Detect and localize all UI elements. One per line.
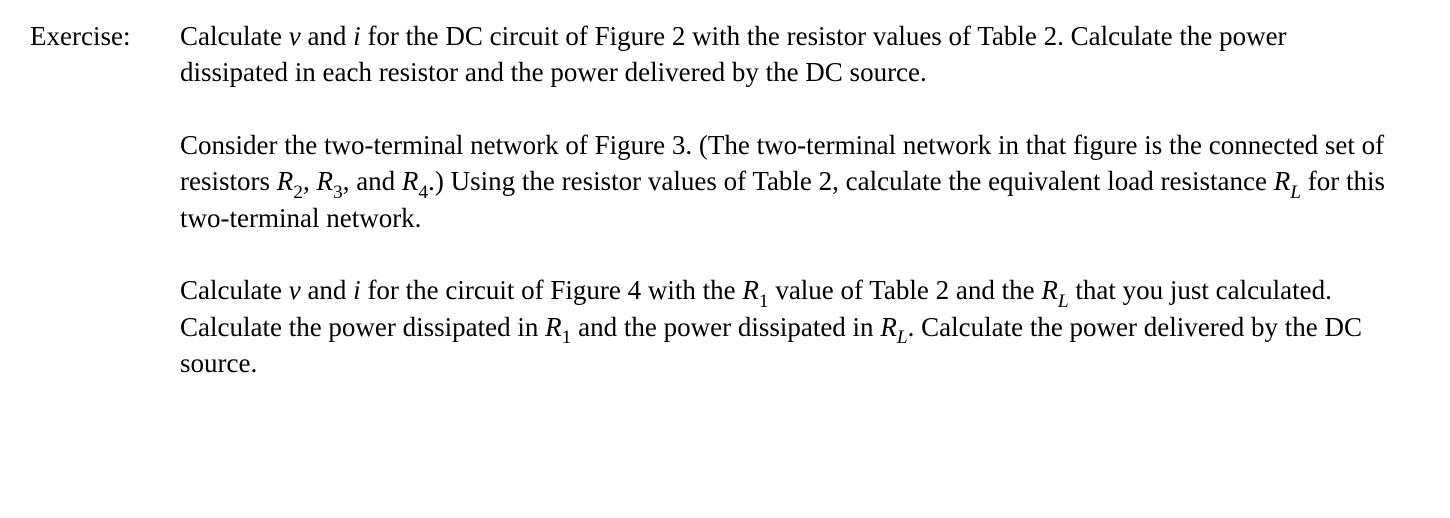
var-RL: R (1041, 275, 1058, 305)
paragraph-2: Consider the two-terminal network of Fig… (180, 127, 1400, 236)
text: , (303, 166, 317, 196)
text: and (301, 21, 353, 51)
exercise-block: Exercise: Calculate v and i for the DC c… (0, 0, 1450, 412)
var-v: v (289, 275, 301, 305)
text: Calculate (180, 21, 289, 51)
subscript-3: 3 (333, 182, 343, 203)
subscript-1: 1 (562, 327, 572, 348)
subscript-L: L (897, 327, 908, 348)
var-R4: R (402, 166, 419, 196)
exercise-label: Exercise: (30, 18, 180, 382)
var-i: i (353, 21, 361, 51)
text: .) Using the resistor values of Table 2,… (428, 166, 1274, 196)
paragraph-3: Calculate v and i for the circuit of Fig… (180, 272, 1400, 381)
text: and (301, 275, 353, 305)
var-R1: R (742, 275, 759, 305)
exercise-body: Calculate v and i for the DC circuit of … (180, 18, 1420, 382)
text: Calculate (180, 275, 289, 305)
subscript-L: L (1290, 182, 1301, 203)
var-RL: R (880, 312, 897, 342)
paragraph-1: Calculate v and i for the DC circuit of … (180, 18, 1400, 91)
var-R2: R (277, 166, 294, 196)
text: value of Table 2 and the (769, 275, 1042, 305)
subscript-4: 4 (418, 182, 428, 203)
var-v: v (289, 21, 301, 51)
subscript-L: L (1058, 291, 1069, 312)
subscript-1: 1 (759, 291, 769, 312)
var-R1: R (545, 312, 562, 342)
text: and the power dissipated in (571, 312, 880, 342)
text: for the circuit of Figure 4 with the (361, 275, 743, 305)
var-RL: R (1274, 166, 1291, 196)
subscript-2: 2 (293, 182, 303, 203)
var-i: i (353, 275, 361, 305)
text: , and (343, 166, 402, 196)
var-R3: R (316, 166, 333, 196)
